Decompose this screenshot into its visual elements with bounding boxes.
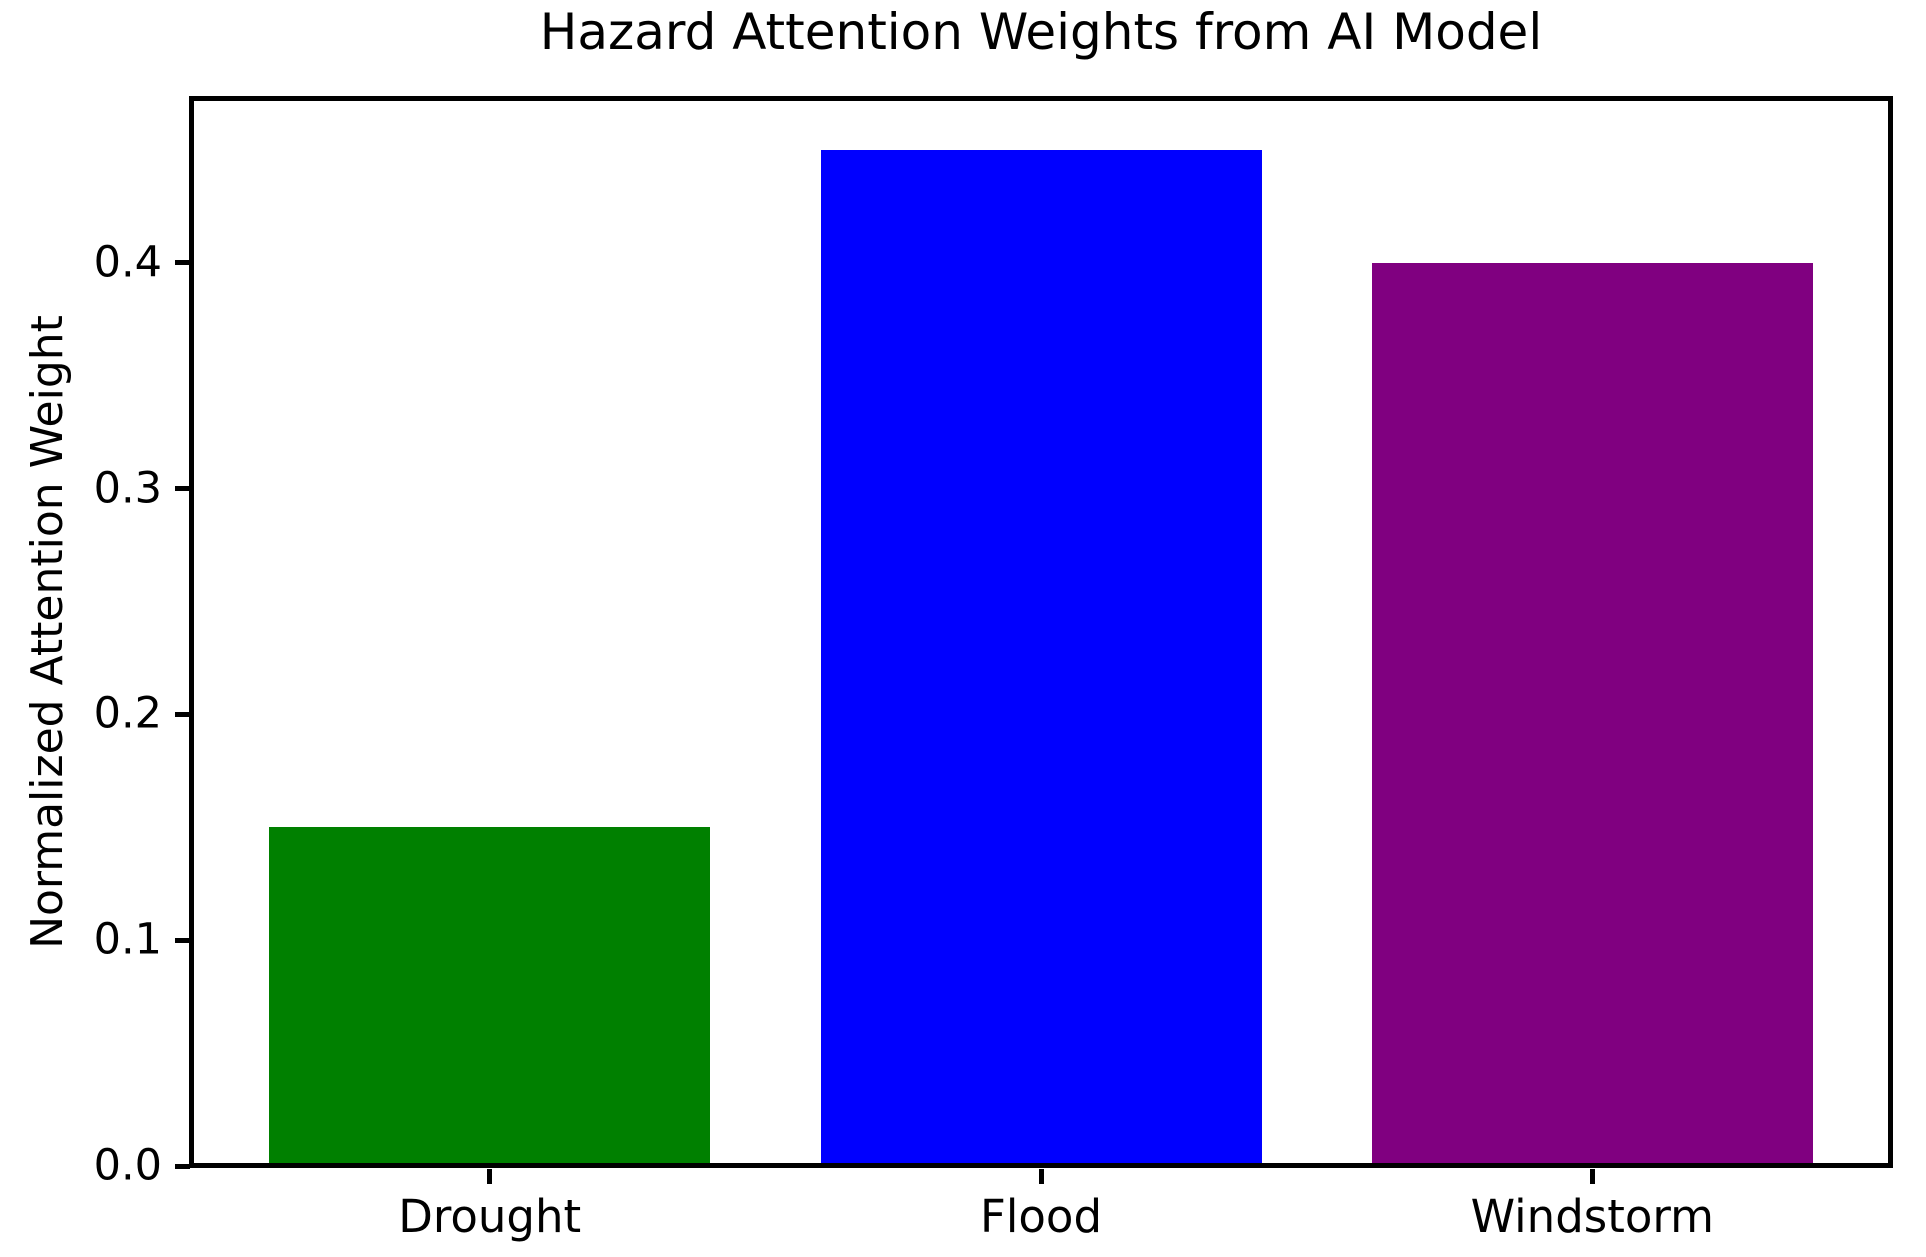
x-tick-label-flood: Flood bbox=[979, 1190, 1103, 1243]
bar-flood bbox=[820, 149, 1262, 1166]
y-tick-label: 0.2 bbox=[93, 688, 162, 739]
x-tick-mark bbox=[1038, 1168, 1044, 1184]
y-tick-mark bbox=[174, 711, 190, 717]
y-tick-label: 0.1 bbox=[93, 914, 162, 965]
y-tick-label: 0.0 bbox=[93, 1140, 162, 1191]
bar-drought bbox=[269, 827, 711, 1166]
bar-windstorm bbox=[1371, 262, 1813, 1166]
x-tick-label-drought: Drought bbox=[398, 1190, 582, 1243]
y-tick-mark bbox=[174, 260, 190, 266]
chart-title: Hazard Attention Weights from AI Model bbox=[539, 3, 1543, 61]
y-tick-mark bbox=[174, 486, 190, 491]
x-tick-mark bbox=[487, 1168, 493, 1184]
x-tick-label-windstorm: Windstorm bbox=[1470, 1190, 1714, 1243]
y-tick-label: 0.3 bbox=[93, 463, 162, 513]
x-tick-mark bbox=[1589, 1168, 1595, 1184]
y-tick-mark bbox=[174, 937, 190, 943]
y-tick-label: 0.4 bbox=[93, 237, 162, 288]
y-tick-mark bbox=[174, 1163, 190, 1169]
